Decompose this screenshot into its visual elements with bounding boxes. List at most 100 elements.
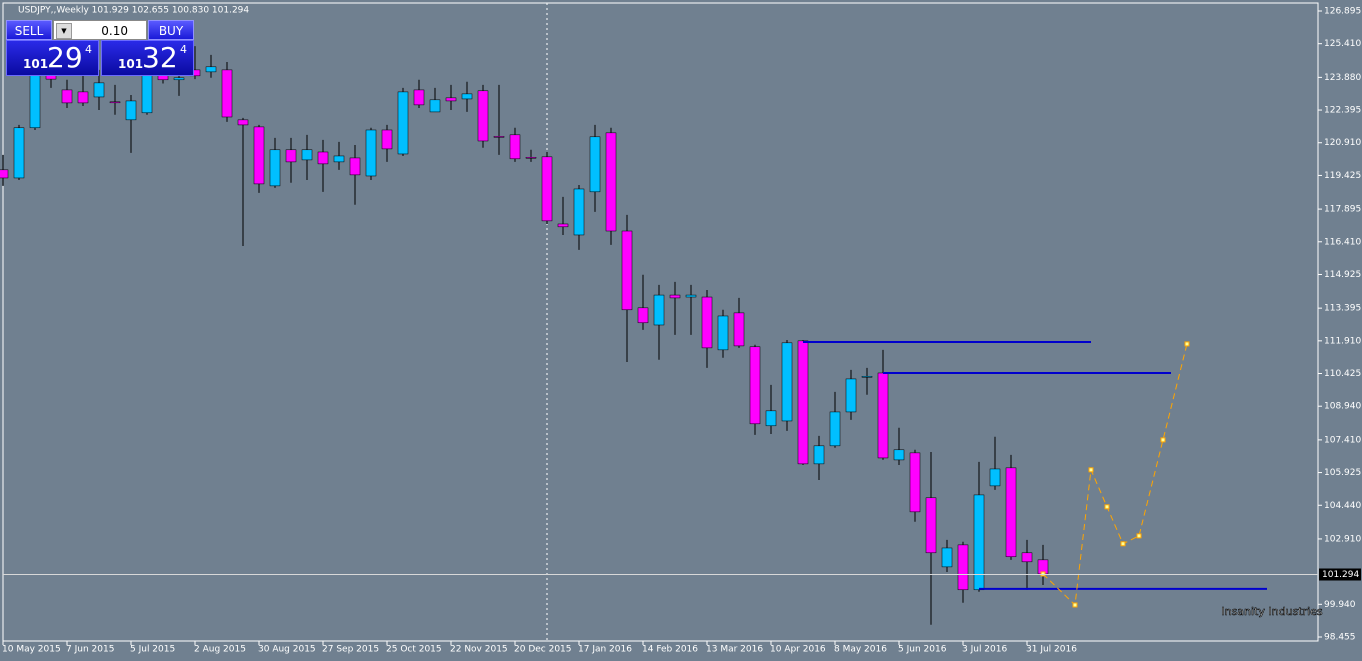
- y-tick-label: 105.925: [1324, 468, 1361, 478]
- candle-body: [237, 119, 249, 126]
- x-tick-label: 10 May 2015: [2, 645, 61, 655]
- ask-price[interactable]: 101 32 4: [101, 40, 194, 76]
- candle-body: [13, 127, 25, 179]
- projection-point: [1184, 341, 1190, 347]
- y-tick-label: 104.440: [1324, 501, 1361, 511]
- candle-body: [781, 342, 793, 422]
- projection-point: [1104, 504, 1110, 510]
- y-tick-label: 117.895: [1324, 205, 1361, 215]
- candle-body: [93, 82, 105, 98]
- candle-body: [301, 149, 313, 161]
- candle-body: [653, 294, 665, 326]
- last-price-box: [1319, 568, 1361, 581]
- ask-lead: 101: [118, 57, 144, 71]
- candle-body: [429, 99, 441, 113]
- candle-body: [861, 376, 873, 378]
- candle-body: [765, 410, 777, 427]
- y-tick-label: 110.425: [1324, 369, 1361, 379]
- x-tick-label: 22 Nov 2015: [450, 645, 508, 655]
- x-tick-label: 2 Aug 2015: [194, 645, 246, 655]
- candle-body: [701, 296, 713, 349]
- y-tick-label: 126.895: [1324, 7, 1361, 17]
- x-tick-label: 3 Jul 2016: [962, 645, 1007, 655]
- candle-body: [525, 157, 537, 159]
- x-tick-label: 31 Jul 2016: [1026, 645, 1077, 655]
- y-tick-label: 99.940: [1324, 600, 1356, 610]
- candle-body: [333, 155, 345, 163]
- candle-body: [1005, 467, 1017, 558]
- candle-body: [285, 149, 297, 163]
- candle-body: [365, 129, 377, 177]
- y-tick-label: 98.455: [1324, 632, 1356, 642]
- projection-point: [1136, 533, 1142, 539]
- projection-point: [1120, 541, 1126, 547]
- candle-body: [877, 372, 889, 459]
- y-tick-label: 122.395: [1324, 106, 1361, 116]
- candle-body: [445, 97, 457, 102]
- candle-body: [749, 346, 761, 425]
- buy-button[interactable]: BUY: [148, 20, 194, 40]
- x-tick-label: 13 Mar 2016: [706, 645, 763, 655]
- candle-body: [493, 136, 505, 138]
- x-tick-label: 30 Aug 2015: [258, 645, 316, 655]
- candle-body: [909, 452, 921, 513]
- candle-body: [733, 312, 745, 347]
- candle-body: [557, 223, 569, 228]
- projection-point: [1040, 571, 1046, 577]
- candle-body: [685, 294, 697, 298]
- candle-body: [813, 445, 825, 465]
- candle-body: [173, 77, 185, 81]
- y-tick-label: 123.880: [1324, 73, 1361, 83]
- lot-input[interactable]: ▼ 0.10: [53, 20, 147, 40]
- candle-body: [925, 497, 937, 554]
- candle-body: [605, 132, 617, 232]
- y-tick-label: 119.425: [1324, 171, 1361, 181]
- candle-body: [461, 93, 473, 100]
- bid-price[interactable]: 101 29 4: [6, 40, 99, 76]
- candle-body: [845, 378, 857, 413]
- ask-main: 32: [142, 41, 178, 74]
- x-tick-label: 14 Feb 2016: [642, 645, 698, 655]
- candle-body: [717, 315, 729, 351]
- candle-body: [141, 74, 153, 114]
- candle-body: [381, 129, 393, 150]
- candle-body: [397, 91, 409, 155]
- projection-point: [1160, 437, 1166, 443]
- candle-body: [973, 494, 985, 591]
- x-tick-label: 17 Jan 2016: [578, 645, 632, 655]
- y-tick-label: 107.410: [1324, 435, 1361, 445]
- y-tick-label: 120.910: [1324, 138, 1361, 148]
- candle-body: [573, 188, 585, 236]
- candle-body: [637, 307, 649, 324]
- candle-body: [509, 134, 521, 160]
- candle-body: [29, 74, 41, 129]
- candle-body: [253, 126, 265, 185]
- lot-arrow[interactable]: ▼: [56, 23, 72, 39]
- y-tick-label: 111.910: [1324, 336, 1361, 346]
- trade-panel: SELL ▼ 0.10 BUY 101 29 4 101 32 4: [6, 20, 194, 76]
- x-tick-label: 8 May 2016: [834, 645, 887, 655]
- x-tick-label: 10 Apr 2016: [770, 645, 826, 655]
- candle-body: [125, 100, 137, 121]
- candle-body: [0, 169, 9, 179]
- x-tick-label: 27 Sep 2015: [322, 645, 379, 655]
- x-tick-label: 25 Oct 2015: [386, 645, 442, 655]
- x-tick-label: 5 Jun 2016: [898, 645, 947, 655]
- lot-value: 0.10: [101, 24, 128, 38]
- candle-body: [109, 101, 121, 104]
- candle-body: [477, 90, 489, 142]
- candle-body: [221, 69, 233, 118]
- candle-body: [1021, 552, 1033, 563]
- sell-button[interactable]: SELL: [6, 20, 52, 40]
- candle-body: [797, 340, 809, 465]
- x-tick-label: 7 Jun 2015: [66, 645, 114, 655]
- projection-point: [1088, 467, 1094, 473]
- bid-lead: 101: [23, 57, 49, 71]
- watermark: Insanity Industries: [1221, 605, 1323, 618]
- candle-body: [541, 156, 553, 222]
- y-tick-label: 116.410: [1324, 237, 1361, 247]
- candle-body: [669, 294, 681, 299]
- ask-tail: 4: [180, 43, 187, 56]
